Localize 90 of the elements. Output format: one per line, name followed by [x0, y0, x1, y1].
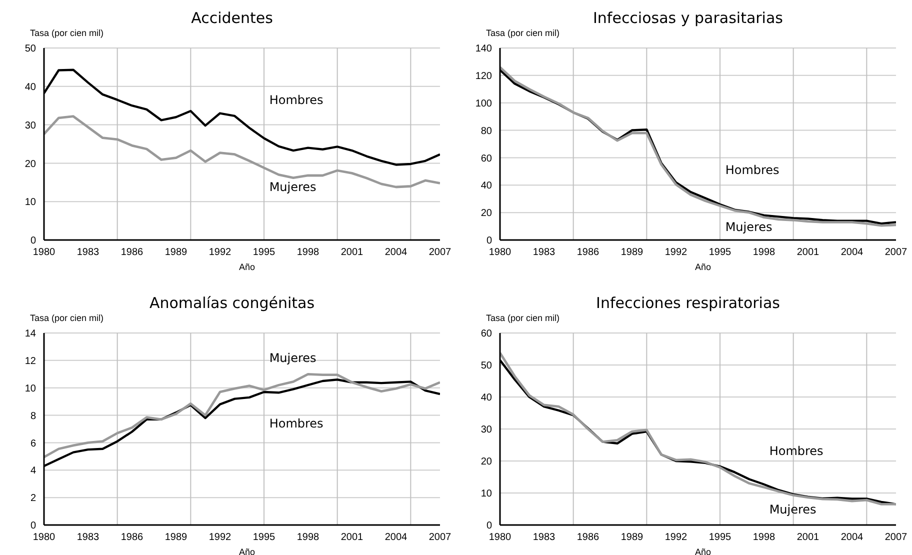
x-tick-label: 1989	[620, 247, 644, 258]
y-tick-label: 8	[30, 410, 36, 422]
text: Hombres	[769, 444, 824, 458]
x-tick-label: 1989	[164, 532, 188, 544]
text: Hombres	[269, 92, 324, 107]
y-tick-label: 40	[480, 180, 492, 192]
line-series	[44, 372, 440, 458]
y-tick-label: 50	[24, 44, 36, 55]
x-tick-label: 1980	[32, 532, 56, 544]
y-tick-label: 10	[24, 197, 36, 208]
y-tick-label: 2	[30, 493, 36, 504]
x-tick-label: 1986	[120, 247, 144, 258]
y-tick-label: 40	[480, 392, 492, 404]
x-axis-title: Año	[238, 547, 256, 555]
x-tick-label: 2004	[840, 532, 864, 544]
x-tick-label: 2001	[340, 532, 364, 544]
x-tick-label: 1980	[488, 247, 512, 258]
y-tick-label: 60	[480, 153, 492, 164]
x-tick-label: 1986	[576, 532, 600, 544]
x-tick-label: 1998	[752, 532, 776, 544]
y-tick-label: 140	[475, 44, 492, 55]
x-tick-label: 1995	[708, 247, 732, 258]
x-tick-label: 1995	[708, 532, 732, 544]
x-tick-label: 2001	[796, 247, 820, 258]
y-axis-title: Tasa (por cien mil)	[486, 28, 560, 38]
x-tick-label: 1995	[252, 532, 276, 544]
x-tick-label: 1989	[620, 532, 644, 544]
x-tick-label: 1992	[208, 247, 232, 258]
series-label: Mujeres	[725, 220, 772, 234]
x-tick-label: 1992	[664, 247, 688, 258]
y-tick-label: 0	[486, 520, 492, 532]
y-tick-label: 120	[475, 70, 492, 82]
x-tick-label: 2001	[796, 532, 820, 544]
y-tick-label: 100	[475, 98, 492, 110]
x-tick-label: 1998	[296, 532, 320, 544]
x-tick-label: 1983	[532, 247, 556, 258]
y-axis-title: Tasa (por cien mil)	[486, 313, 560, 323]
y-tick-label: 30	[480, 424, 492, 436]
x-tick-label: 1989	[164, 247, 188, 258]
y-tick-label: 0	[30, 520, 36, 532]
text: Hombres	[725, 163, 780, 178]
x-tick-label: 1983	[76, 247, 100, 258]
x-tick-label: 1983	[532, 532, 556, 544]
x-axis-title: Año	[694, 547, 712, 555]
x-tick-label: 1995	[252, 247, 276, 258]
x-tick-label: 2004	[384, 532, 408, 544]
x-tick-label: 2007	[428, 532, 452, 544]
chart-title: Anomalías congénitas	[148, 293, 316, 313]
y-tick-label: 80	[480, 126, 492, 137]
x-tick-label: 1986	[120, 532, 144, 544]
x-tick-label: 2007	[428, 247, 452, 258]
y-tick-label: 20	[480, 208, 492, 220]
x-axis-title: Año	[694, 262, 712, 272]
text: Hombres	[269, 416, 324, 430]
y-tick-label: 60	[480, 328, 492, 340]
chart-title: Accidentes	[190, 8, 274, 28]
y-tick-label: 10	[480, 488, 492, 500]
x-tick-label: 1983	[76, 532, 100, 544]
x-tick-label: 1998	[752, 247, 776, 258]
y-tick-label: 50	[480, 360, 492, 372]
x-tick-label: 1998	[296, 247, 320, 258]
x-tick-label: 2001	[340, 247, 364, 258]
y-tick-label: 12	[24, 356, 36, 367]
y-tick-label: 20	[480, 456, 492, 468]
y-tick-label: 0	[30, 236, 36, 247]
y-tick-label: 14	[24, 328, 36, 340]
x-tick-label: 1980	[32, 247, 56, 258]
x-tick-label: 1992	[664, 532, 688, 544]
series-label: Mujeres	[269, 350, 316, 365]
x-axis-title: Año	[238, 262, 256, 272]
chart-title: Infecciones respiratorias	[595, 293, 781, 313]
y-tick-label: 6	[30, 438, 36, 450]
y-tick-label: 0	[486, 236, 492, 247]
y-tick-label: 30	[24, 120, 36, 132]
x-tick-label: 2007	[884, 532, 908, 544]
y-axis-title: Tasa (por cien mil)	[30, 28, 104, 38]
y-tick-label: 40	[24, 82, 36, 93]
x-tick-label: 2004	[384, 247, 408, 258]
y-tick-label: 4	[30, 466, 36, 477]
y-axis-title: Tasa (por cien mil)	[30, 313, 104, 323]
y-tick-label: 10	[24, 383, 36, 394]
x-tick-label: 2007	[884, 247, 908, 258]
chart-title: Infecciosas y parasitarias	[592, 8, 784, 28]
y-tick-label: 20	[24, 158, 36, 170]
x-tick-label: 2004	[840, 247, 864, 258]
x-tick-label: 1986	[576, 247, 600, 258]
x-tick-label: 1980	[488, 532, 512, 544]
series-label: Mujeres	[769, 502, 816, 516]
x-tick-label: 1992	[208, 532, 232, 544]
series-label: Mujeres	[269, 180, 316, 194]
